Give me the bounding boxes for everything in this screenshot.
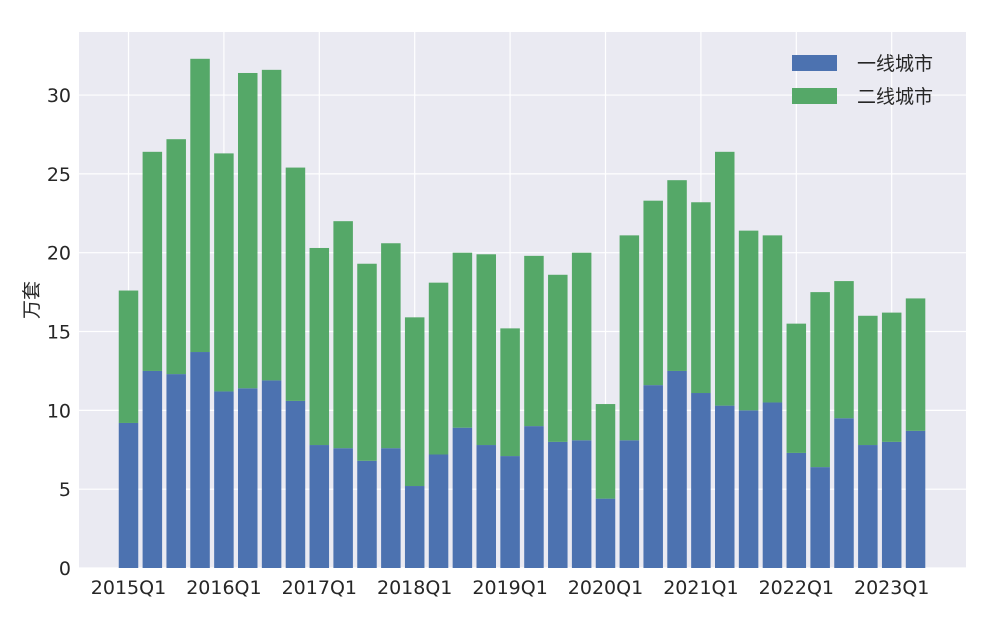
bar-2020Q1-series-0 [595, 498, 616, 568]
bar-2020Q1-series-1 [595, 404, 616, 499]
bar-2022Q3-series-0 [834, 418, 854, 568]
legend: 一线城市 二线城市 [792, 53, 933, 108]
bar-2018Q1-series-1 [404, 317, 425, 487]
bar-2021Q2-series-0 [715, 405, 735, 568]
bar-2019Q1-series-0 [500, 456, 520, 568]
bar-2020Q4-series-0 [667, 370, 687, 568]
x-tick-label: 2019Q1 [472, 577, 547, 599]
bar-2015Q2-series-1 [142, 151, 163, 371]
bar-2015Q3-series-0 [166, 374, 186, 568]
bar-2021Q4-series-0 [762, 402, 783, 568]
bar-2018Q2-series-0 [428, 454, 449, 568]
bar-2016Q3-series-0 [261, 380, 282, 568]
bar-2018Q2-series-1 [428, 282, 449, 455]
bar-2021Q3-series-1 [738, 230, 759, 411]
y-axis-label: 万套 [21, 281, 43, 319]
y-tick-label: 30 [47, 85, 71, 107]
bar-2020Q3-series-0 [643, 385, 663, 568]
bar-2021Q1-series-1 [691, 202, 711, 394]
legend-swatch-tier1 [792, 55, 837, 71]
bar-2023Q1-series-1 [881, 312, 902, 442]
bar-2022Q1-series-1 [786, 323, 807, 453]
bar-2022Q4-series-1 [858, 315, 878, 446]
bar-2016Q4-series-0 [285, 400, 306, 568]
bar-2019Q3-series-0 [548, 441, 568, 568]
bar-2022Q4-series-0 [858, 445, 878, 568]
bar-2018Q3-series-1 [452, 252, 473, 428]
bar-2019Q2-series-1 [524, 255, 544, 427]
y-tick-label: 20 [47, 243, 71, 265]
plot-background [79, 32, 966, 568]
bar-2020Q2-series-1 [619, 235, 640, 441]
x-tick-label: 2021Q1 [663, 577, 738, 599]
bar-2016Q1-series-1 [214, 153, 234, 392]
bar-2019Q3-series-1 [548, 274, 568, 442]
bar-2017Q3-series-1 [357, 263, 377, 461]
bar-2015Q2-series-0 [142, 370, 163, 568]
bar-2017Q4-series-1 [381, 243, 401, 449]
bar-2016Q2-series-1 [238, 72, 258, 389]
bar-2016Q3-series-1 [261, 69, 282, 381]
bar-2015Q4-series-0 [190, 352, 210, 568]
bar-2023Q1-series-0 [881, 441, 902, 568]
bar-2020Q2-series-0 [619, 440, 640, 568]
bar-2015Q4-series-1 [190, 58, 210, 353]
bar-2017Q3-series-0 [357, 460, 377, 568]
bars [118, 58, 926, 568]
bar-2021Q4-series-1 [762, 235, 783, 403]
x-tick-label: 2015Q1 [91, 577, 166, 599]
bar-2022Q1-series-0 [786, 452, 807, 568]
bar-2019Q4-series-0 [571, 440, 592, 568]
bar-2016Q1-series-0 [214, 391, 234, 568]
bar-2021Q1-series-0 [691, 393, 711, 568]
bar-2020Q4-series-1 [667, 180, 687, 371]
legend-swatch-tier2 [792, 88, 837, 104]
y-tick-label: 10 [47, 400, 71, 422]
bar-2018Q4-series-1 [476, 254, 496, 446]
bar-2017Q1-series-0 [309, 445, 330, 568]
x-axis-ticks: 2015Q1 2016Q1 2017Q1 2018Q1 2019Q1 2020Q1 2021… [91, 577, 930, 599]
bar-2023Q2-series-0 [905, 430, 926, 568]
legend-label-tier2: 二线城市 [857, 86, 933, 108]
y-tick-label: 15 [47, 322, 71, 344]
bar-2019Q1-series-1 [500, 328, 520, 457]
bar-2018Q3-series-0 [452, 427, 473, 568]
bar-2019Q4-series-1 [571, 252, 592, 441]
bar-2017Q4-series-0 [381, 448, 401, 568]
x-tick-label: 2017Q1 [282, 577, 357, 599]
bar-2019Q2-series-0 [524, 426, 544, 568]
bar-2015Q1-series-1 [118, 290, 139, 423]
bar-2015Q1-series-0 [118, 422, 139, 568]
bar-2021Q3-series-0 [738, 410, 759, 568]
bar-2022Q2-series-1 [810, 292, 830, 468]
x-tick-label: 2023Q1 [854, 577, 929, 599]
y-tick-label: 5 [59, 479, 71, 501]
bar-2022Q3-series-1 [834, 281, 854, 419]
bar-2017Q2-series-1 [333, 221, 353, 449]
x-tick-label: 2016Q1 [186, 577, 261, 599]
bar-2023Q2-series-1 [905, 298, 926, 431]
y-tick-label: 0 [59, 558, 71, 580]
y-axis-ticks: 0 5 10 15 20 25 30 [47, 85, 71, 580]
bar-2015Q3-series-1 [166, 139, 186, 375]
bar-2020Q3-series-1 [643, 200, 663, 386]
bar-2021Q2-series-1 [715, 151, 735, 406]
bar-2017Q1-series-1 [309, 247, 330, 446]
x-tick-label: 2018Q1 [377, 577, 452, 599]
x-tick-label: 2020Q1 [568, 577, 643, 599]
bar-2017Q2-series-0 [333, 448, 353, 568]
x-tick-label: 2022Q1 [759, 577, 834, 599]
bar-2016Q2-series-0 [238, 388, 258, 568]
legend-label-tier1: 一线城市 [857, 53, 933, 75]
y-tick-label: 25 [47, 164, 71, 186]
bar-2016Q4-series-1 [285, 167, 306, 401]
bar-2018Q1-series-0 [404, 486, 425, 568]
bar-2018Q4-series-0 [476, 445, 496, 568]
bar-2022Q2-series-0 [810, 467, 830, 568]
